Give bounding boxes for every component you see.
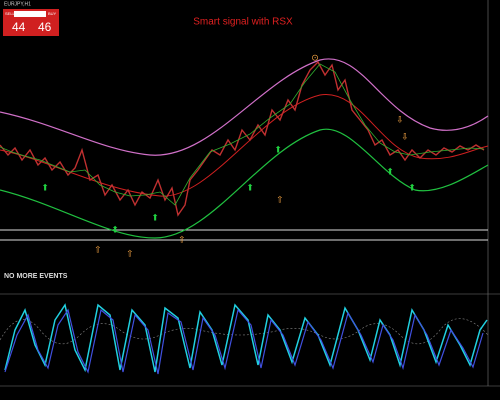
price-line-secondary xyxy=(0,63,485,206)
svg-text:⇧: ⇧ xyxy=(94,246,102,256)
svg-text:⇩: ⇩ xyxy=(396,116,404,126)
svg-text:⇩: ⇩ xyxy=(401,133,409,143)
svg-text:⇧: ⇧ xyxy=(126,250,134,260)
buy-price[interactable]: 46 xyxy=(38,20,52,34)
signal-arrows: ⬆ ⬆ ⬆ ⬆ ⬆ ⬆ ⬆ ⇧ ⇧ ⇧ ⇧ ⇩ ⇩ ⊙ xyxy=(41,54,416,260)
buy-label[interactable]: BUY xyxy=(48,11,57,16)
chart-title: Smart signal with RSX xyxy=(193,17,293,28)
oscillator-signal xyxy=(4,308,484,375)
events-message: NO MORE EVENTS xyxy=(4,273,68,280)
svg-text:⬆: ⬆ xyxy=(111,226,119,236)
svg-text:⬆: ⬆ xyxy=(151,214,159,224)
svg-text:⬆: ⬆ xyxy=(246,184,254,194)
svg-text:⬆: ⬆ xyxy=(408,184,416,194)
svg-text:⬆: ⬆ xyxy=(274,146,282,156)
lot-field[interactable] xyxy=(14,11,46,17)
sell-label[interactable]: SELL xyxy=(5,11,16,16)
svg-text:⬆: ⬆ xyxy=(41,184,49,194)
sell-price[interactable]: 44 xyxy=(12,20,26,34)
svg-text:⬆: ⬆ xyxy=(386,168,394,178)
oscillator-level xyxy=(0,318,489,345)
upper-band xyxy=(0,58,489,156)
lower-band xyxy=(0,128,489,239)
oscillator-line xyxy=(4,303,488,373)
svg-text:⇧: ⇧ xyxy=(276,196,284,206)
svg-text:⇧: ⇧ xyxy=(178,236,186,246)
symbol-label: EURJPY,H1 xyxy=(4,1,31,7)
svg-text:⊙: ⊙ xyxy=(311,54,319,64)
